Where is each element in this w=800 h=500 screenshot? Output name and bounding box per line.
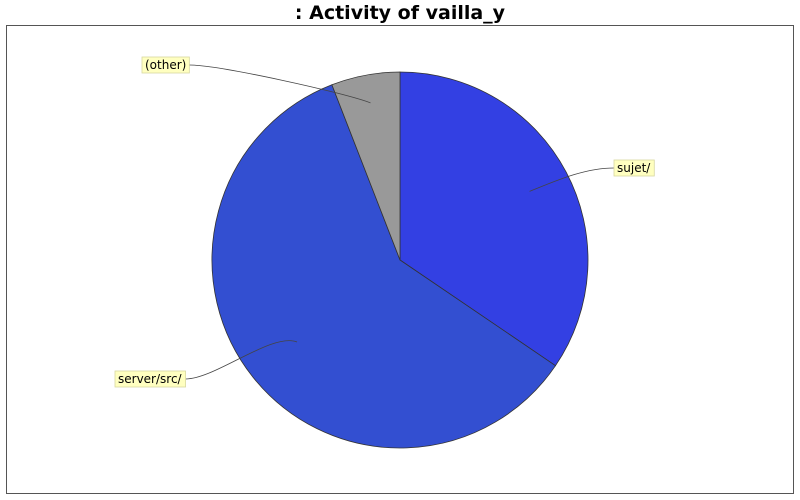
slice-labels: sujet/server/src/ (other) — [114, 56, 655, 388]
slice-label-box — [114, 370, 186, 388]
slice-label: server/src/ — [118, 372, 183, 386]
chart-title: : Activity of vailla_y — [294, 2, 506, 24]
slice-label-box — [141, 56, 190, 74]
pie-slice-server-src — [211, 84, 557, 449]
slice-label-box — [613, 159, 655, 177]
pie-slice-sujet — [399, 71, 589, 367]
pie-slices — [211, 71, 589, 449]
leader-line — [189, 64, 371, 104]
leader-lines — [185, 64, 615, 380]
leader-line — [185, 340, 298, 380]
pie-slice-other — [331, 71, 401, 261]
slice-label: sujet/ — [617, 161, 651, 175]
slice-label: (other) — [145, 58, 186, 72]
leader-line — [529, 167, 615, 192]
